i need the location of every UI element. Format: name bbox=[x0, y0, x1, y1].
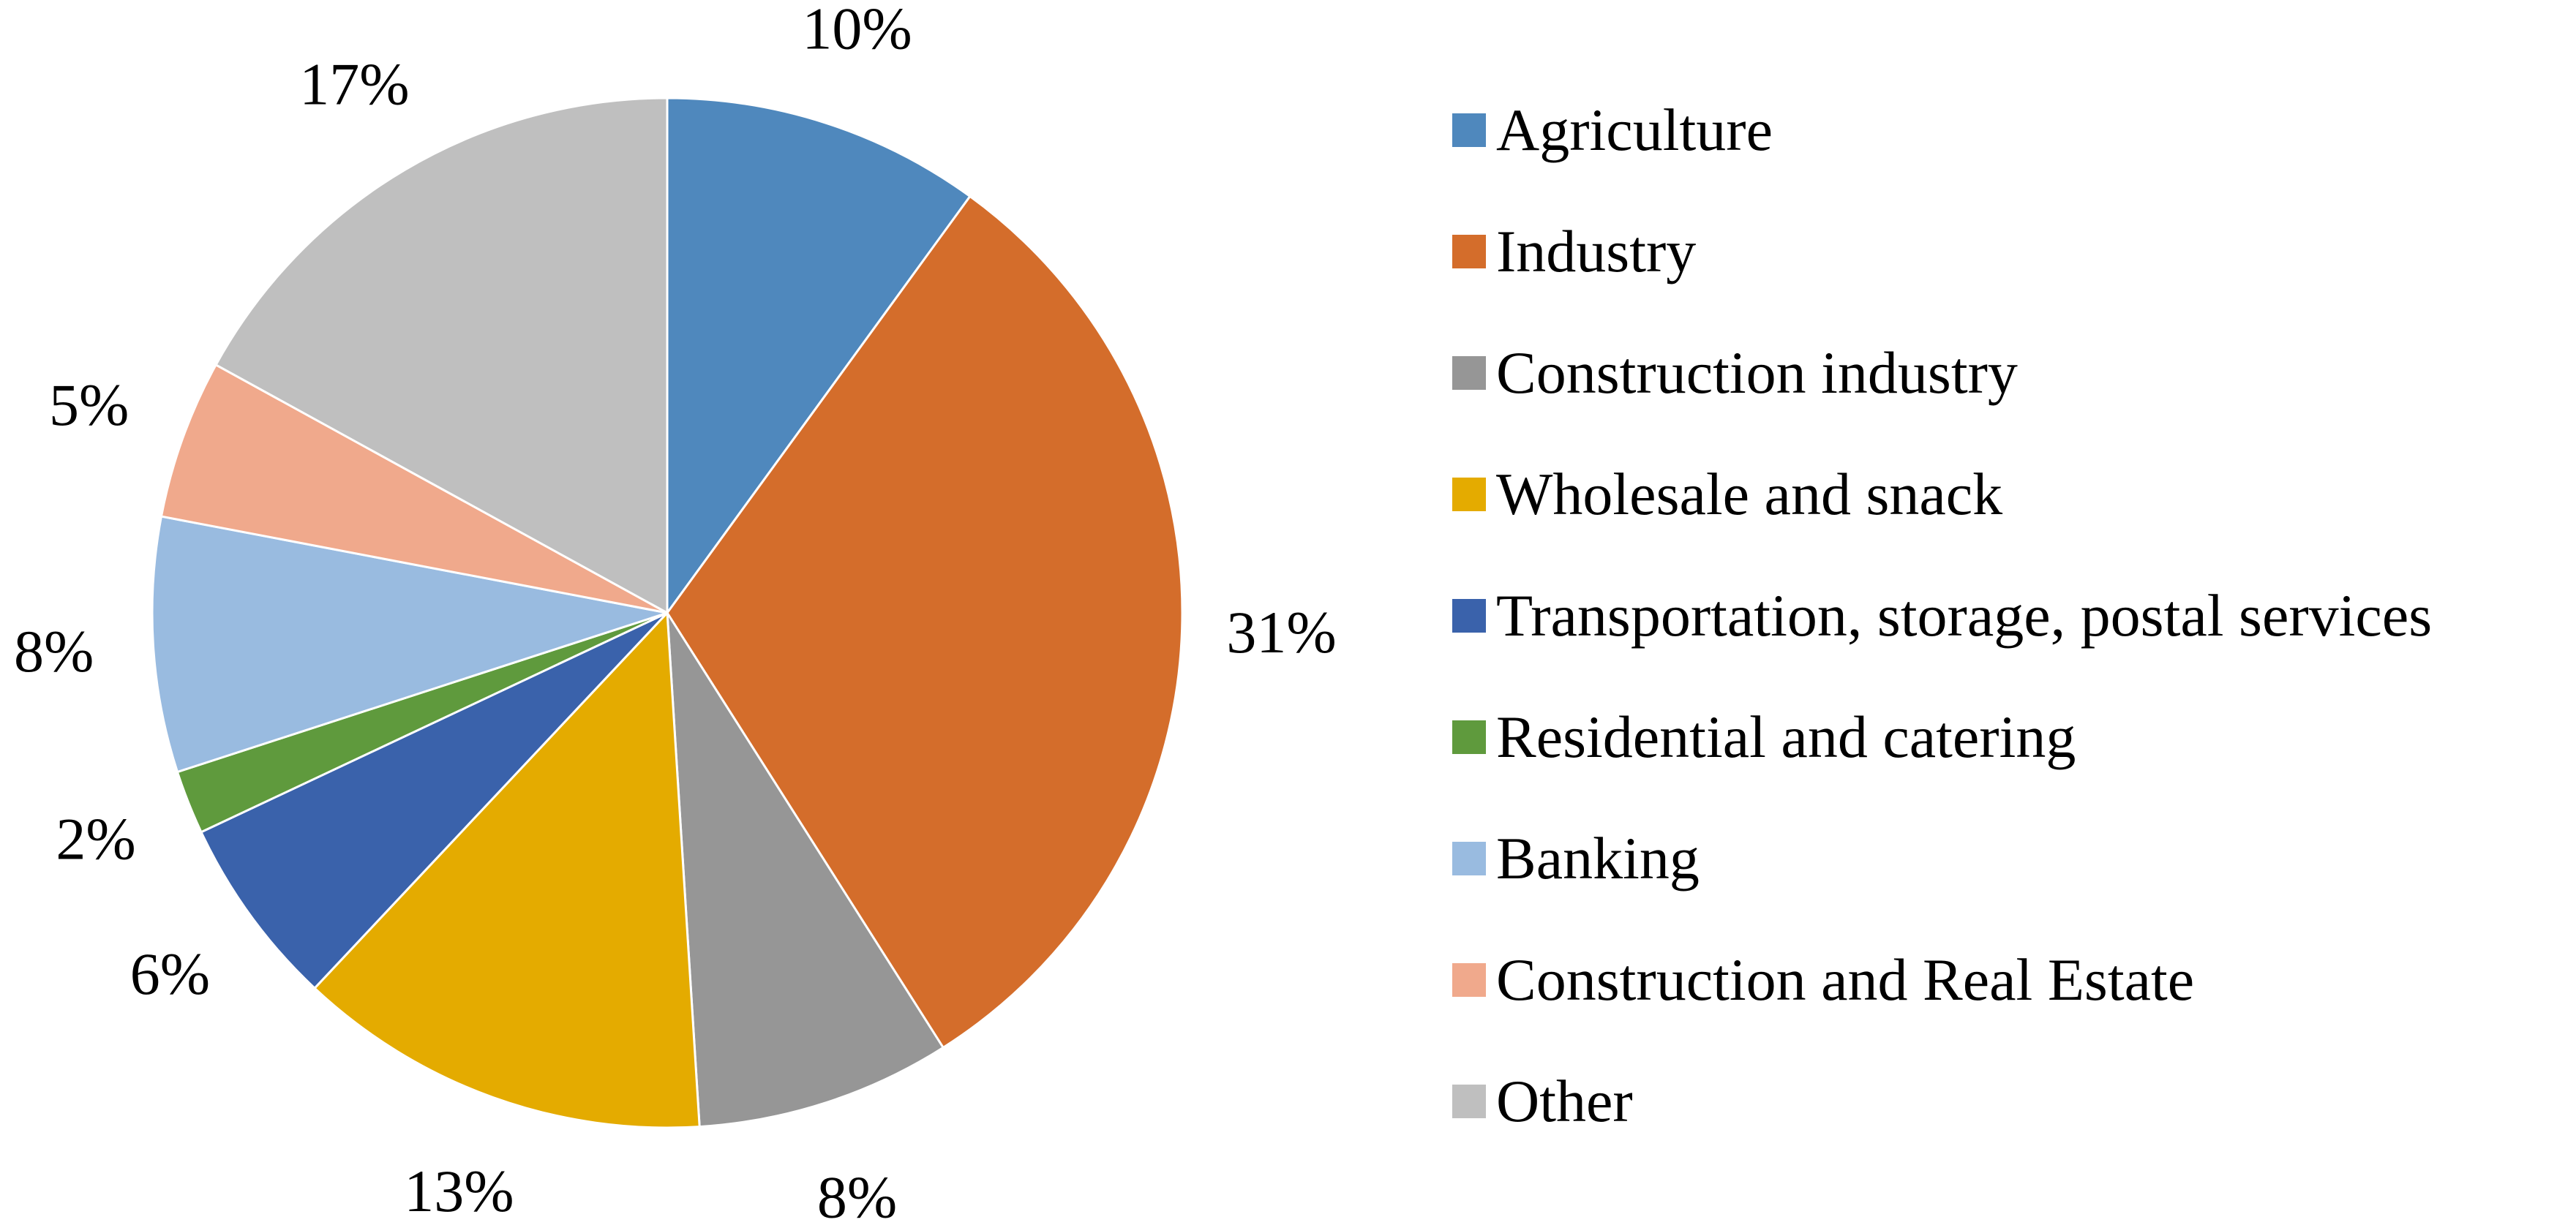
legend-swatch bbox=[1452, 720, 1486, 754]
legend: Agriculture Industry Construction industry… bbox=[1452, 69, 2572, 1162]
legend-swatch bbox=[1452, 1085, 1486, 1118]
legend-label: Residential and catering bbox=[1496, 704, 2076, 770]
legend-item-industry: Industry bbox=[1452, 191, 2572, 312]
legend-swatch bbox=[1452, 478, 1486, 511]
legend-item-construction-and-real-estate: Construction and Real Estate bbox=[1452, 919, 2572, 1041]
legend-item-wholesale-and-snack: Wholesale and snack bbox=[1452, 434, 2572, 555]
legend-swatch bbox=[1452, 356, 1486, 390]
legend-label: Industry bbox=[1496, 218, 1697, 284]
data-label-agriculture: 10% bbox=[802, 0, 912, 62]
legend-swatch bbox=[1452, 842, 1486, 875]
data-label-transportation-storage-postal-services: 6% bbox=[130, 941, 210, 1007]
pie-slice-banking bbox=[151, 515, 669, 774]
legend-swatch bbox=[1452, 113, 1486, 147]
legend-label: Banking bbox=[1496, 825, 1700, 892]
pie-slices bbox=[151, 97, 1184, 1129]
pie-slice-construction-and-real-estate bbox=[159, 363, 669, 614]
data-label-industry: 31% bbox=[1226, 599, 1336, 666]
legend-item-other: Other bbox=[1452, 1041, 2572, 1162]
legend-label: Construction and Real Estate bbox=[1496, 946, 2195, 1013]
legend-item-agriculture: Agriculture bbox=[1452, 69, 2572, 191]
pie-slice-wholesale-and-snack bbox=[313, 611, 701, 1129]
data-label-other: 17% bbox=[299, 50, 409, 117]
legend-swatch bbox=[1452, 963, 1486, 997]
data-label-wholesale-and-snack: 13% bbox=[404, 1158, 514, 1224]
legend-label: Construction industry bbox=[1496, 339, 2018, 406]
legend-label: Other bbox=[1496, 1068, 1633, 1134]
legend-label: Wholesale and snack bbox=[1496, 461, 2003, 527]
legend-label: Agriculture bbox=[1496, 97, 1773, 163]
pie-labels: 10% 31% 8% 13% 6% 2% 8% 5% 17% bbox=[14, 0, 1337, 1225]
legend-swatch bbox=[1452, 235, 1486, 268]
data-label-residential-and-catering: 2% bbox=[56, 806, 135, 872]
legend-swatch bbox=[1452, 599, 1486, 633]
legend-item-banking: Banking bbox=[1452, 798, 2572, 919]
legend-item-transportation-storage-postal-services: Transportation, storage, postal services bbox=[1452, 555, 2572, 676]
legend-item-residential-and-catering: Residential and catering bbox=[1452, 676, 2572, 798]
pie-slice-construction-industry bbox=[666, 611, 945, 1128]
data-label-construction-industry: 8% bbox=[817, 1164, 897, 1225]
data-label-banking: 8% bbox=[14, 618, 94, 685]
data-label-construction-and-real-estate: 5% bbox=[49, 372, 129, 438]
pie-slice-transportation-storage-postal-services bbox=[200, 611, 669, 990]
pie-slice-industry bbox=[666, 195, 1184, 1049]
pie-slice-other bbox=[214, 97, 669, 614]
legend-item-construction-industry: Construction industry bbox=[1452, 312, 2572, 434]
legend-label: Transportation, storage, postal services bbox=[1496, 582, 2433, 649]
pie-slice-agriculture bbox=[666, 97, 972, 614]
